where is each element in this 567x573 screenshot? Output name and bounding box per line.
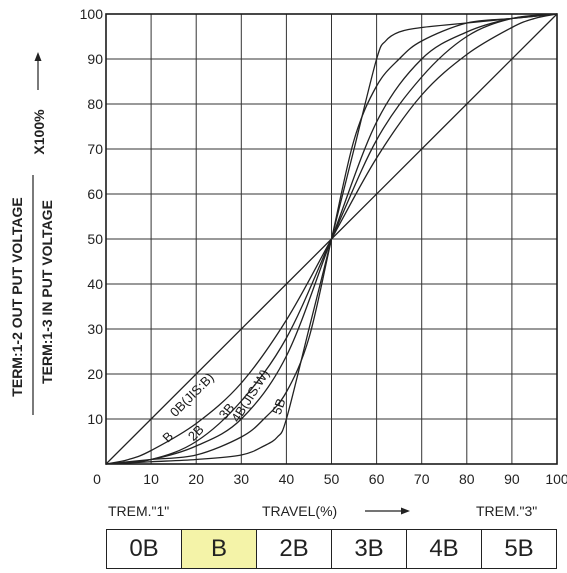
taper-cell-0b: 0B (129, 535, 159, 562)
trem-3-label: TREM."3" (476, 503, 537, 519)
y-tick-label-70: 70 (87, 141, 103, 157)
x-axis-label: TRAVEL(%) (262, 503, 337, 519)
taper-cell-b: B (181, 530, 256, 568)
y-tick-label-40: 40 (87, 276, 103, 292)
x-tick-label-80: 80 (459, 471, 475, 487)
y-tick-label-30: 30 (87, 321, 103, 337)
y-axis-multiplier: X100% (31, 109, 47, 155)
y-tick-label-50: 50 (87, 231, 103, 247)
tick-labels: 0 10 20 30 40 50 60 70 80 90 100 10 20 30 40 50 60 70 80 90… (80, 6, 567, 487)
x-tick-label-10: 10 (143, 471, 159, 487)
x-tick-label-0: 0 (93, 471, 101, 487)
y-tick-label-80: 80 (87, 96, 103, 112)
y-axis-label-bottom: TERM:1-3 IN PUT VOLTAGE (39, 200, 55, 384)
x-tick-label-100: 100 (545, 471, 567, 487)
curve-label-5b: 5B (269, 396, 289, 416)
x-tick-label-90: 90 (504, 471, 520, 487)
trem-1-label: TREM."1" (108, 503, 169, 519)
x-tick-label-50: 50 (324, 471, 340, 487)
x-tick-label-30: 30 (234, 471, 250, 487)
x-tick-label-60: 60 (369, 471, 385, 487)
x-tick-label-70: 70 (414, 471, 430, 487)
y-tick-label-100: 100 (80, 6, 104, 22)
y-tick-label-60: 60 (87, 186, 103, 202)
plot-frame (105, 13, 558, 465)
taper-cell-4b: 4B (406, 530, 481, 568)
taper-cell-5b: 5B (481, 530, 556, 568)
series-group (105, 13, 558, 465)
curve-label-b: B (159, 428, 176, 445)
x-axis-arrowhead-icon (401, 507, 410, 515)
taper-cell-3b: 3B (331, 530, 406, 568)
y-tick-label-10: 10 (87, 411, 103, 427)
x-tick-label-20: 20 (188, 471, 204, 487)
curve-label-4b-jis-w: 4B(JIS:W) (228, 367, 272, 425)
y-axis-arrowhead-icon (34, 52, 42, 61)
taper-cell-2b: 2B (256, 530, 331, 568)
y-axis-label-top: TERM:1-2 OUT PUT VOLTAGE (9, 197, 25, 396)
taper-type-table: 0B B 2B 3B 4B 5B (106, 529, 557, 569)
y-tick-label-20: 20 (87, 366, 103, 382)
series-line-5b (105, 13, 558, 465)
curve-label-2b: 2B (185, 422, 207, 444)
x-tick-label-40: 40 (279, 471, 295, 487)
curve-label-0b-jis-b: 0B(JIS:B) (167, 370, 217, 420)
y-tick-label-90: 90 (87, 51, 103, 67)
